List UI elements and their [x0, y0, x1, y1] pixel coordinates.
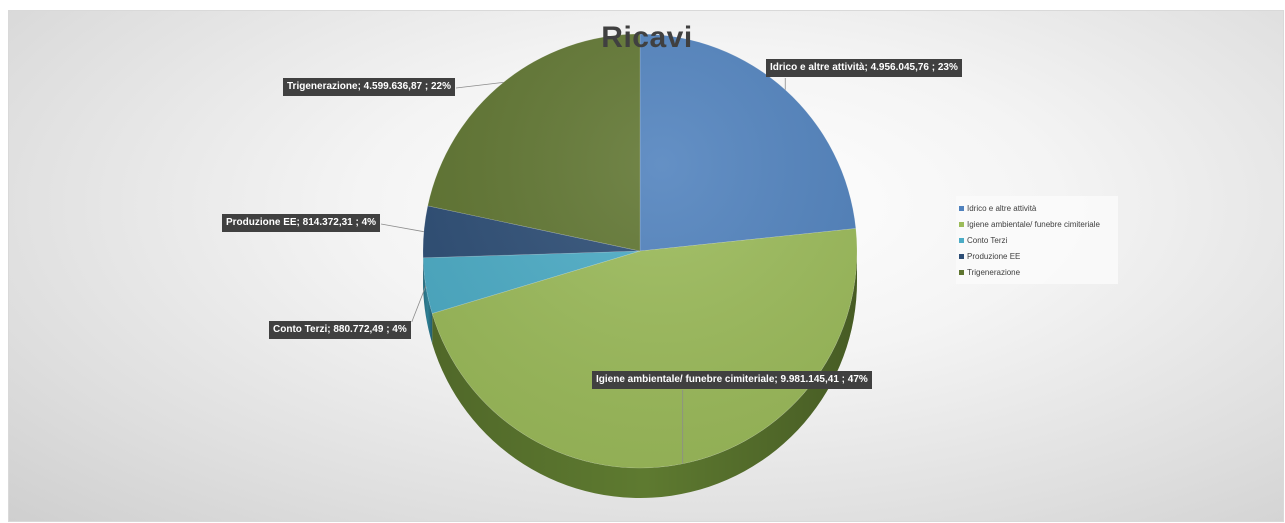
pie-chart-svg — [380, 33, 858, 498]
legend-label: Conto Terzi — [967, 235, 1008, 245]
leader-line-trigenerazione — [455, 81, 504, 89]
data-label-trigenerazione: Trigenerazione; 4.599.636,87 ; 22% — [283, 78, 455, 96]
legend-item-igiene: Igiene ambientale/ funebre cimiteriale — [959, 216, 1115, 232]
leader-lines — [380, 78, 786, 464]
legend-swatch — [959, 237, 964, 243]
pie-top-shade — [423, 34, 857, 468]
chart-title: Ricavi — [601, 21, 693, 54]
legend-item-produzione-ee: Produzione EE — [959, 248, 1115, 264]
pie-side-shade — [423, 257, 433, 344]
data-label-produzione-ee: Produzione EE; 814.372,31 ; 4% — [222, 214, 381, 232]
pie-top — [422, 33, 858, 469]
legend-label: Igiene ambientale/ funebre cimiteriale — [967, 219, 1100, 229]
legend-label: Idrico e altre attività — [967, 203, 1037, 213]
chart-area: Ricavi Idrico e altre attività; 4.956.04… — [8, 10, 1284, 522]
legend-label: Produzione EE — [967, 251, 1021, 261]
legend-swatch — [959, 205, 964, 211]
data-label-idrico: Idrico e altre attività; 4.956.045,76 ; … — [766, 59, 962, 77]
legend-item-idrico: Idrico e altre attività — [959, 200, 1115, 216]
data-label-igiene: Igiene ambientale/ funebre cimiteriale; … — [592, 371, 872, 389]
legend-label: Trigenerazione — [967, 267, 1021, 277]
chart-legend: Idrico e altre attività Igiene ambiental… — [956, 196, 1118, 284]
legend-item-trigenerazione: Trigenerazione — [959, 264, 1115, 280]
data-label-conto-terzi: Conto Terzi; 880.772,49 ; 4% — [269, 321, 411, 339]
legend-swatch — [959, 253, 964, 259]
leader-line-conto-terzi — [411, 285, 427, 323]
legend-swatch — [959, 221, 964, 227]
leader-line-produzione-ee — [380, 223, 424, 233]
legend-swatch — [959, 269, 964, 275]
pie-sides — [423, 251, 857, 498]
legend-item-conto-terzi: Conto Terzi — [959, 232, 1115, 248]
